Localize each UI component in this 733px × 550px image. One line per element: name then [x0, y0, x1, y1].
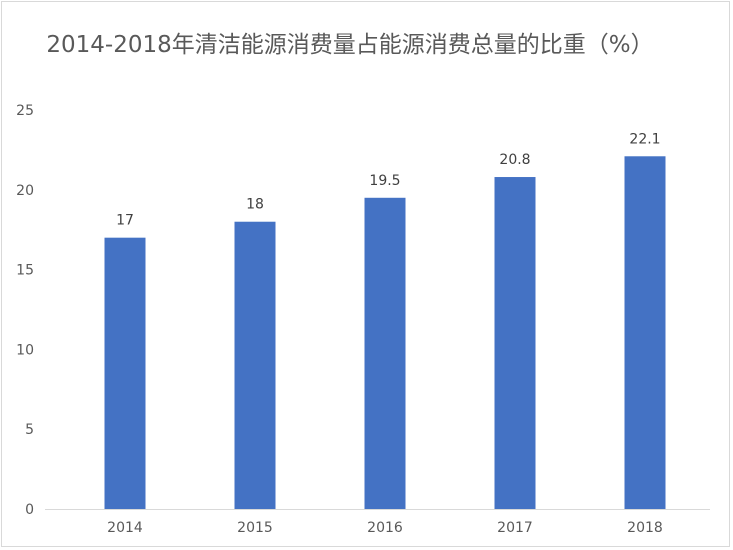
bar: [494, 177, 536, 510]
data-label: 17: [116, 213, 134, 229]
data-labels: 17 18 19.5 20.8 22.1: [116, 131, 661, 228]
x-axis-ticks: 2014 2015 2016 2017 2018: [107, 520, 663, 536]
x-tick-label: 2014: [107, 520, 143, 536]
bar: [104, 237, 146, 509]
data-label: 18: [246, 197, 264, 213]
bars: [104, 156, 666, 510]
bar: [624, 156, 666, 509]
data-label: 19.5: [369, 173, 400, 189]
chart-title: 2014-2018年清洁能源消费量占能源消费总量的比重（%）: [46, 32, 654, 58]
x-tick-label: 2017: [497, 520, 533, 536]
x-tick-label: 2015: [237, 520, 273, 536]
x-tick-label: 2016: [367, 520, 403, 536]
data-label: 22.1: [629, 131, 660, 147]
y-axis-ticks: 0 5 10 15 20 25: [16, 103, 34, 518]
y-tick-label: 0: [25, 502, 34, 518]
bar: [364, 197, 406, 509]
data-label: 20.8: [499, 152, 530, 168]
y-tick-label: 20: [16, 183, 34, 199]
y-tick-label: 25: [16, 103, 34, 119]
y-tick-label: 15: [16, 263, 34, 279]
x-tick-label: 2018: [627, 520, 663, 536]
y-tick-label: 5: [25, 422, 34, 438]
bar: [234, 221, 276, 509]
y-tick-label: 10: [16, 342, 34, 358]
